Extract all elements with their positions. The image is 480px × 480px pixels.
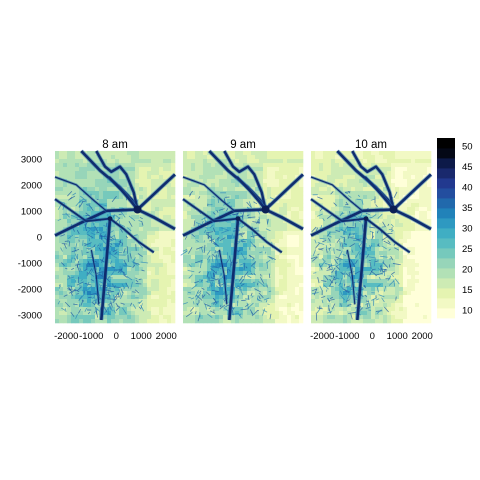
road-network [54,149,177,321]
colorbar-swatch [437,158,455,169]
temperature-field [183,151,304,324]
colorbar-tick-label: 20 [462,264,473,275]
x-tick-label: -2000 [54,331,78,342]
colorbar-swatch [437,198,455,209]
colorbar-swatch [437,288,455,299]
colorbar-swatch [437,138,455,149]
y-tick-label: -2000 [18,284,42,295]
x-tick-label: -1000 [79,331,103,342]
x-tick-label: -2000 [310,331,334,342]
colorbar-swatch [437,218,455,229]
colorbar-tick-label: 40 [462,183,473,194]
x-tick-label: 0 [370,331,375,342]
colorbar-tick-label: 45 [462,162,473,173]
y-tick-label: 1000 [21,206,42,217]
y-tick-label: 2000 [21,180,42,191]
y-tick-label: 0 [37,232,42,243]
x-tick-label: 0 [114,331,119,342]
colorbar-swatch [437,208,455,219]
road-network [182,149,305,321]
panel-title: 8 am [102,139,128,151]
map-panel-2: 9 am [180,139,305,324]
colorbar-swatch [437,188,455,199]
colorbar-swatch [437,308,455,319]
colorbar-tick-label: 25 [462,244,473,255]
colorbar-legend: 10 15 20 25 30 35 40 45 50 [437,138,473,319]
colorbar-swatch [437,228,455,239]
x-tick-label: 2000 [156,331,177,342]
x-tick-label: 2000 [412,331,433,342]
colorbar-swatch [437,298,455,309]
colorbar-swatch [437,258,455,269]
colorbar-tick-label: 10 [462,305,473,316]
x-axes: -2000 -1000 0 1000 2000 -2000 -1000 0 1000 2000 [54,331,433,342]
y-axis: 3000 2000 1000 0 -1000 -2000 -3000 [18,154,42,321]
x-tick-label: 1000 [131,331,152,342]
colorbar-swatch [437,268,455,279]
panel-title: 10 am [355,139,387,151]
colorbar-tick-label: 35 [462,203,473,214]
colorbar-swatch [437,248,455,259]
colorbar-tick-label: 50 [462,142,473,153]
y-tick-label: 3000 [21,154,42,165]
x-tick-label: 1000 [387,331,408,342]
panel-title: 9 am [230,139,256,151]
map-panel-1: 8 am [54,139,177,324]
temperature-field [311,151,432,324]
road-network [310,149,433,321]
colorbar-tick-label: 15 [462,285,473,296]
colorbar-swatch [437,178,455,189]
y-tick-label: -3000 [18,310,42,321]
colorbar-swatch [437,238,455,249]
x-tick-label: -1000 [335,331,359,342]
colorbar-swatch [437,168,455,179]
map-panels: 8 am 9 am 10 am [54,139,433,324]
colorbar-swatch [437,278,455,289]
y-tick-label: -1000 [18,258,42,269]
map-panel-3: 10 am [310,139,433,324]
colorbar-swatch [437,148,455,159]
colorbar-tick-label: 30 [462,224,473,235]
